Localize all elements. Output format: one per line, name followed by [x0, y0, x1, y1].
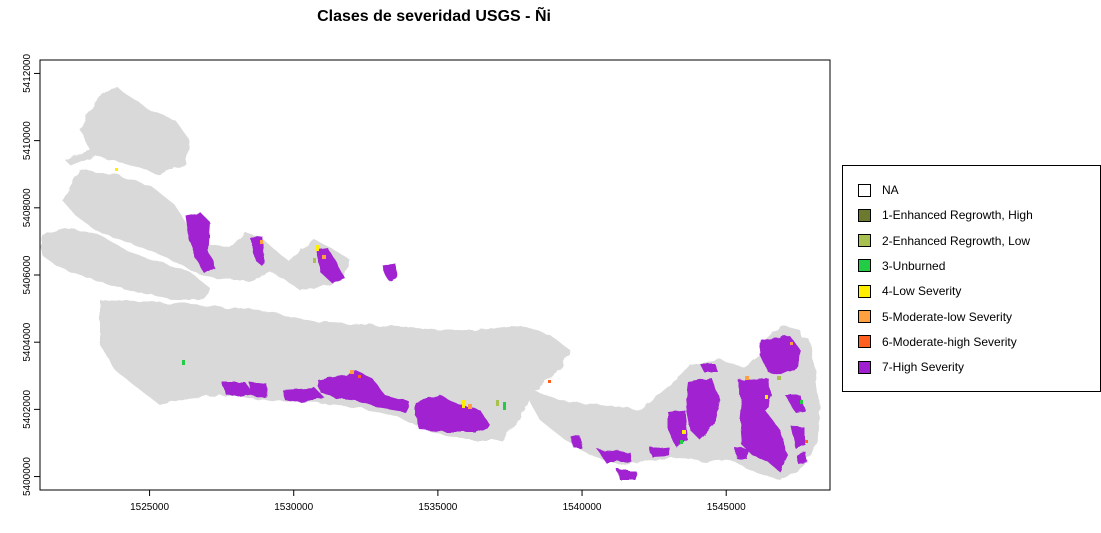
terrain-north-arm	[62, 170, 350, 290]
patch-high-severity	[685, 378, 720, 440]
speckle-regrowth	[313, 258, 316, 263]
speckle-modhigh	[548, 380, 551, 383]
patch-high-severity	[650, 446, 670, 457]
legend-label: 6-Moderate-high Severity	[882, 334, 1017, 349]
patch-high-severity	[735, 448, 750, 460]
legend-swatch	[858, 208, 871, 222]
x-axis: 1525000 1530000 1535000 1540000 1545000	[130, 490, 746, 513]
patch-high-severity	[598, 450, 632, 462]
legend-swatch	[858, 360, 871, 374]
speckle-modlow	[468, 404, 472, 409]
legend-item: 2-Enhanced Regrowth, Low	[858, 231, 1030, 251]
patch-high-severity	[318, 370, 410, 412]
legend-item: NA	[858, 180, 899, 200]
x-tick-label: 1535000	[418, 502, 457, 513]
legend-swatch	[858, 259, 871, 273]
legend-swatch	[858, 310, 871, 323]
patch-high-severity	[785, 395, 805, 412]
speckle-modhigh	[358, 375, 361, 378]
legend-swatch	[858, 335, 871, 349]
speckle-low	[115, 168, 118, 171]
x-tick-label: 1525000	[130, 502, 169, 513]
speckle-low	[462, 400, 465, 408]
speckle-low	[765, 395, 768, 399]
x-tick-label: 1545000	[707, 502, 746, 513]
patch-high-severity	[790, 425, 805, 448]
terrain-central-band	[100, 300, 570, 440]
legend-swatch	[858, 284, 871, 298]
patch-high-severity	[738, 378, 788, 472]
legend: NA 1-Enhanced Regrowth, High 2-Enhanced Re…	[842, 165, 1101, 392]
speckle-regrowth	[777, 376, 781, 380]
severity-fringes	[115, 168, 808, 444]
patch-high-severity	[415, 395, 490, 432]
patch-high-severity	[796, 452, 808, 464]
speckle-unburned	[680, 440, 683, 444]
legend-swatch	[858, 183, 871, 197]
legend-item: 4-Low Severity	[858, 281, 961, 301]
speckle-modlow	[260, 240, 263, 244]
y-axis: 5400000 5402000 5404000 5406000 5408000 54100…	[22, 54, 40, 496]
patch-high-severity	[618, 470, 636, 480]
speckle-unburned	[503, 402, 506, 410]
patch-high-severity	[700, 364, 718, 372]
legend-label: NA	[882, 183, 899, 197]
severity-layer	[185, 212, 808, 480]
patch-high-severity	[250, 383, 268, 398]
terrain-north-lobe	[65, 88, 190, 175]
patch-high-severity	[382, 263, 398, 280]
legend-label: 1-Enhanced Regrowth, High	[882, 208, 1033, 223]
y-tick-label: 5410000	[22, 121, 33, 160]
speckle-modlow	[745, 376, 749, 380]
x-tick-label: 1540000	[563, 502, 602, 513]
speckle-low	[682, 430, 686, 434]
legend-label: 3-Unburned	[882, 258, 946, 273]
legend-item: 7-High Severity	[858, 357, 964, 377]
speckle-modlow	[322, 255, 326, 259]
legend-item: 3-Unburned	[858, 256, 945, 276]
speckle-low	[315, 245, 319, 251]
legend-label: 2-Enhanced Regrowth, Low	[882, 233, 1031, 248]
patch-high-severity	[668, 410, 688, 446]
legend-label: 7-High Severity	[882, 360, 965, 375]
y-tick-label: 5400000	[22, 457, 33, 496]
legend-label: 5-Moderate-low Severity	[882, 309, 1013, 324]
patch-high-severity	[282, 388, 325, 402]
speckle-regrowth	[496, 400, 499, 406]
patch-high-severity	[185, 212, 215, 274]
y-tick-label: 5408000	[22, 188, 33, 227]
patch-high-severity	[222, 382, 255, 398]
x-tick-label: 1530000	[274, 502, 313, 513]
legend-item: 6-Moderate-high Severity	[858, 332, 1017, 352]
legend-swatch	[858, 234, 871, 248]
speckle-modhigh	[805, 440, 808, 443]
patch-high-severity	[572, 436, 582, 448]
map-title: Clases de severidad USGS - Ñi	[317, 8, 551, 25]
y-tick-label: 5406000	[22, 255, 33, 294]
speckle-modlow	[350, 370, 354, 374]
y-tick-label: 5412000	[22, 54, 33, 93]
terrain-west	[42, 228, 210, 300]
legend-label: 4-Low Severity	[882, 284, 962, 299]
legend-item: 5-Moderate-low Severity	[858, 307, 1012, 327]
speckle-unburned	[182, 360, 185, 365]
y-tick-label: 5402000	[22, 389, 33, 428]
speckle-modlow	[790, 342, 793, 345]
patch-high-severity	[760, 336, 800, 375]
speckle-unburned	[800, 400, 803, 404]
y-tick-label: 5404000	[22, 322, 33, 361]
legend-item: 1-Enhanced Regrowth, High	[858, 205, 1033, 225]
